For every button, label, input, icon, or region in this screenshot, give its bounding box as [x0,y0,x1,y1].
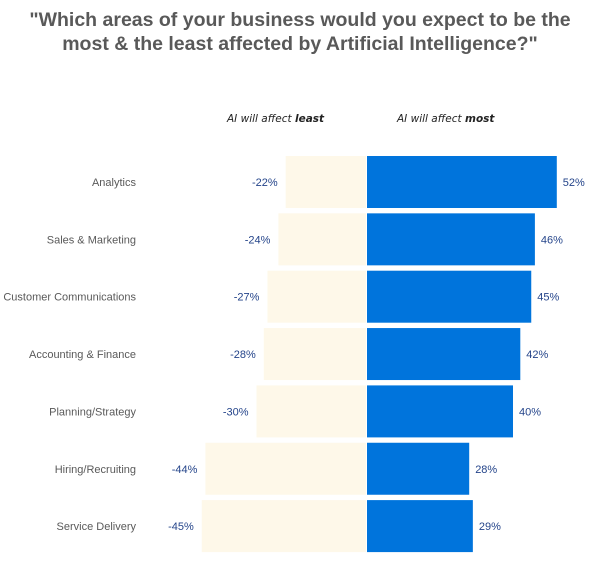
data-label-least: -22% [252,177,278,189]
bar-most [367,442,470,495]
bar-least [267,270,366,323]
data-label-most: 28% [475,464,497,476]
bar-most [367,156,557,208]
bar-least [285,156,366,208]
series-header-most: AI will affect most [397,113,494,125]
chart-title-line-2: most & the least affected by Artificial … [62,33,538,55]
bar-most [367,500,473,553]
series-header-least-emph: least [295,113,325,125]
data-label-least: -30% [223,406,249,418]
data-label-most: 40% [519,406,541,418]
bar-least [201,500,366,553]
category-label: Analytics [92,177,137,189]
data-label-least: -44% [172,464,198,476]
bar-least [205,442,366,495]
category-label: Planning/Strategy [49,406,136,418]
category-label: Service Delivery [57,521,137,533]
series-header-most-emph: most [465,113,495,125]
chart-title-line-1: "Which areas of your business would you … [29,9,571,31]
data-label-most: 45% [537,292,559,304]
series-header-most-prefix: AI will affect [397,113,462,125]
bar-most [367,328,521,381]
category-label: Accounting & Finance [29,349,136,361]
bar-least [278,213,366,266]
series-header-least: AI will affect least [227,113,324,125]
category-label: Sales & Marketing [47,234,136,246]
bar-most [367,213,535,266]
category-label: Hiring/Recruiting [55,464,136,476]
data-label-least: -28% [230,349,256,361]
data-label-most: 29% [479,521,501,533]
data-label-most: 42% [526,349,548,361]
bar-least [263,328,366,381]
bar-least [256,385,366,438]
bar-most [367,385,513,438]
chart-title: "Which areas of your business would you … [0,8,600,56]
series-header-least-prefix: AI will affect [227,113,292,125]
data-label-least: -24% [245,234,271,246]
data-label-most: 52% [563,177,585,189]
category-label: Customer Communications [3,292,136,304]
data-label-most: 46% [541,234,563,246]
bar-most [367,270,532,323]
data-label-least: -27% [234,292,260,304]
data-label-least: -45% [168,521,194,533]
